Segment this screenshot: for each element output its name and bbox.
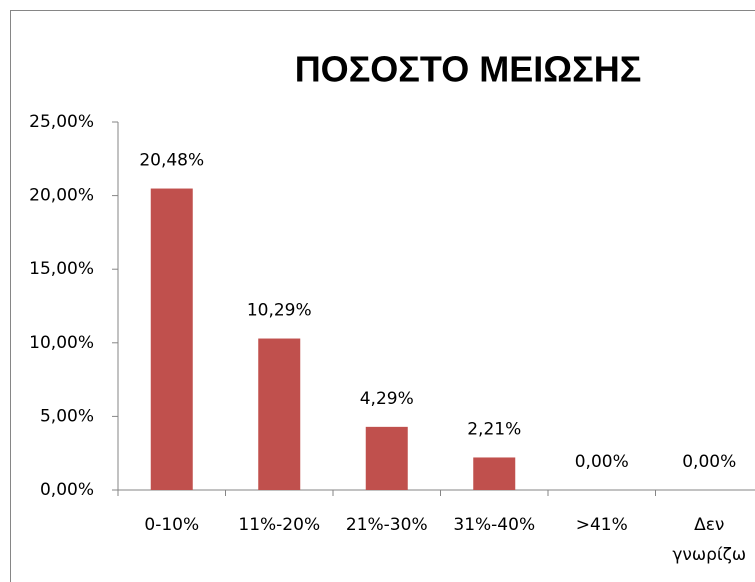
value-label: 2,21% — [467, 419, 521, 439]
value-label: 0,00% — [682, 452, 736, 472]
y-tick-label: 0,00% — [40, 480, 94, 500]
value-label: 20,48% — [139, 151, 204, 171]
x-tick-label: >41% — [576, 515, 628, 535]
value-label: 10,29% — [247, 301, 312, 321]
value-label: 4,29% — [360, 389, 414, 409]
x-tick-label: 31%-40% — [453, 515, 535, 535]
y-tick-label: 15,00% — [29, 259, 94, 279]
y-tick-label: 25,00% — [29, 112, 94, 132]
y-tick-label: 10,00% — [29, 333, 94, 353]
chart-border — [10, 10, 755, 582]
y-tick-label: 5,00% — [40, 406, 94, 426]
bar — [150, 188, 193, 490]
y-tick-label: 20,00% — [29, 186, 94, 206]
bar — [473, 457, 516, 490]
x-tick-label: 0-10% — [144, 515, 199, 535]
x-tick-label: 11%-20% — [238, 515, 320, 535]
x-tick-label: 21%-30% — [346, 515, 428, 535]
value-label: 0,00% — [575, 452, 629, 472]
bar — [365, 426, 408, 490]
bar — [258, 338, 301, 490]
chart-title: ΠΟΣΟΣΤΟ ΜΕΙΩΣΗΣ — [295, 49, 642, 90]
x-tick-label: Δεν γνωρίζω — [672, 515, 746, 565]
